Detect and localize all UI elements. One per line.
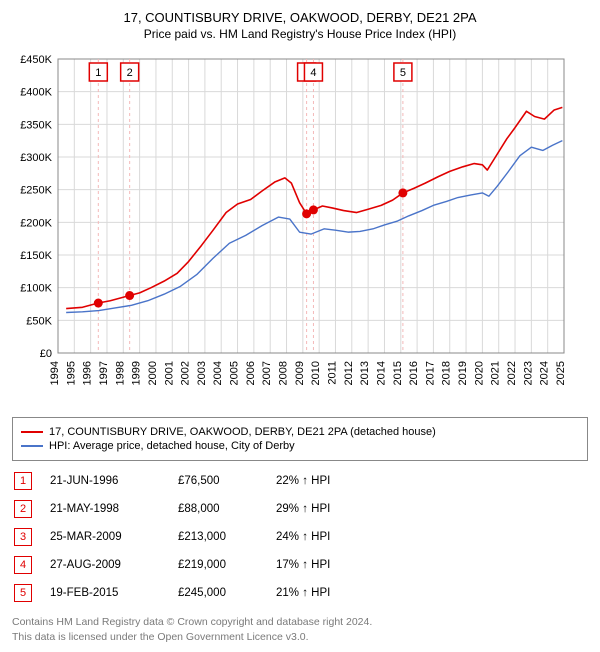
svg-text:2025: 2025 xyxy=(555,361,567,385)
svg-text:2007: 2007 xyxy=(261,361,273,385)
svg-text:2009: 2009 xyxy=(294,361,306,385)
svg-text:£50K: £50K xyxy=(26,315,52,327)
legend-label: 17, COUNTISBURY DRIVE, OAKWOOD, DERBY, D… xyxy=(49,426,436,438)
sale-price: £213,000 xyxy=(178,531,258,543)
sale-delta: 22% ↑ HPI xyxy=(276,475,386,487)
chart-subtitle: Price paid vs. HM Land Registry's House … xyxy=(8,27,592,41)
sale-badge: 1 xyxy=(14,472,32,490)
svg-text:£100K: £100K xyxy=(20,283,52,295)
svg-text:2024: 2024 xyxy=(539,361,551,385)
svg-text:2016: 2016 xyxy=(408,361,420,385)
sale-date: 27-AUG-2009 xyxy=(50,559,160,571)
svg-text:1995: 1995 xyxy=(65,361,77,385)
svg-text:2005: 2005 xyxy=(229,361,241,385)
svg-text:2008: 2008 xyxy=(278,361,290,385)
line-chart: £0 £50K £100K £150K £200K £250K £300K £350K £400… xyxy=(8,49,576,409)
sale-badge: 2 xyxy=(14,500,32,518)
sale-delta: 21% ↑ HPI xyxy=(276,587,386,599)
legend-item: HPI: Average price, detached house, City… xyxy=(21,440,579,452)
sale-row: 1 21-JUN-1996 £76,500 22% ↑ HPI xyxy=(12,467,588,495)
svg-text:4: 4 xyxy=(310,67,316,79)
svg-text:£200K: £200K xyxy=(20,217,52,229)
sale-price: £76,500 xyxy=(178,475,258,487)
sale-row: 5 19-FEB-2015 £245,000 21% ↑ HPI xyxy=(12,579,588,607)
chart-title: 17, COUNTISBURY DRIVE, OAKWOOD, DERBY, D… xyxy=(8,10,592,25)
svg-text:2001: 2001 xyxy=(163,361,175,385)
svg-text:2004: 2004 xyxy=(212,361,224,385)
svg-text:2000: 2000 xyxy=(147,361,159,385)
sale-badge: 5 xyxy=(14,584,32,602)
svg-text:1994: 1994 xyxy=(49,361,61,385)
svg-text:£300K: £300K xyxy=(20,152,52,164)
legend-swatch xyxy=(21,445,43,447)
svg-text:2010: 2010 xyxy=(310,361,322,385)
sale-row: 3 25-MAR-2009 £213,000 24% ↑ HPI xyxy=(12,523,588,551)
footer-line: Contains HM Land Registry data © Crown c… xyxy=(12,615,588,630)
svg-text:2002: 2002 xyxy=(180,361,192,385)
svg-text:£350K: £350K xyxy=(20,119,52,131)
svg-text:2018: 2018 xyxy=(441,361,453,385)
sale-row: 2 21-MAY-1998 £88,000 29% ↑ HPI xyxy=(12,495,588,523)
sale-row: 4 27-AUG-2009 £219,000 17% ↑ HPI xyxy=(12,551,588,579)
svg-text:2019: 2019 xyxy=(457,361,469,385)
svg-text:2023: 2023 xyxy=(522,361,534,385)
sale-date: 21-JUN-1996 xyxy=(50,475,160,487)
svg-text:1998: 1998 xyxy=(114,361,126,385)
svg-text:£0: £0 xyxy=(40,348,52,360)
sale-delta: 24% ↑ HPI xyxy=(276,531,386,543)
svg-text:£150K: £150K xyxy=(20,250,52,262)
svg-text:1997: 1997 xyxy=(98,361,110,385)
sale-date: 19-FEB-2015 xyxy=(50,587,160,599)
svg-text:2013: 2013 xyxy=(359,361,371,385)
svg-text:1996: 1996 xyxy=(82,361,94,385)
svg-text:2011: 2011 xyxy=(326,361,338,385)
svg-text:2015: 2015 xyxy=(392,361,404,385)
svg-text:2020: 2020 xyxy=(473,361,485,385)
legend: 17, COUNTISBURY DRIVE, OAKWOOD, DERBY, D… xyxy=(12,417,588,461)
sale-price: £245,000 xyxy=(178,587,258,599)
sale-date: 25-MAR-2009 xyxy=(50,531,160,543)
svg-text:1999: 1999 xyxy=(131,361,143,385)
sale-date: 21-MAY-1998 xyxy=(50,503,160,515)
sales-table: 1 21-JUN-1996 £76,500 22% ↑ HPI 2 21-MAY-1998… xyxy=(12,467,588,607)
svg-text:2022: 2022 xyxy=(506,361,518,385)
sale-delta: 17% ↑ HPI xyxy=(276,559,386,571)
svg-text:5: 5 xyxy=(400,67,406,79)
svg-text:2017: 2017 xyxy=(424,361,436,385)
svg-text:2003: 2003 xyxy=(196,361,208,385)
legend-item: 17, COUNTISBURY DRIVE, OAKWOOD, DERBY, D… xyxy=(21,426,579,438)
sale-badge: 3 xyxy=(14,528,32,546)
svg-text:1: 1 xyxy=(95,67,101,79)
legend-swatch xyxy=(21,431,43,433)
sale-price: £219,000 xyxy=(178,559,258,571)
sale-badge: 4 xyxy=(14,556,32,574)
sale-delta: 29% ↑ HPI xyxy=(276,503,386,515)
svg-text:£400K: £400K xyxy=(20,87,52,99)
chart-container: £0 £50K £100K £150K £200K £250K £300K £350K £400… xyxy=(8,49,592,409)
svg-text:2: 2 xyxy=(127,67,133,79)
attribution-footer: Contains HM Land Registry data © Crown c… xyxy=(12,615,588,644)
svg-text:£450K: £450K xyxy=(20,54,52,66)
svg-text:2014: 2014 xyxy=(375,361,387,385)
svg-text:2012: 2012 xyxy=(343,361,355,385)
svg-text:2021: 2021 xyxy=(490,361,502,385)
legend-label: HPI: Average price, detached house, City… xyxy=(49,440,295,452)
sale-price: £88,000 xyxy=(178,503,258,515)
svg-text:2006: 2006 xyxy=(245,361,257,385)
svg-text:£250K: £250K xyxy=(20,185,52,197)
footer-line: This data is licensed under the Open Gov… xyxy=(12,630,588,645)
